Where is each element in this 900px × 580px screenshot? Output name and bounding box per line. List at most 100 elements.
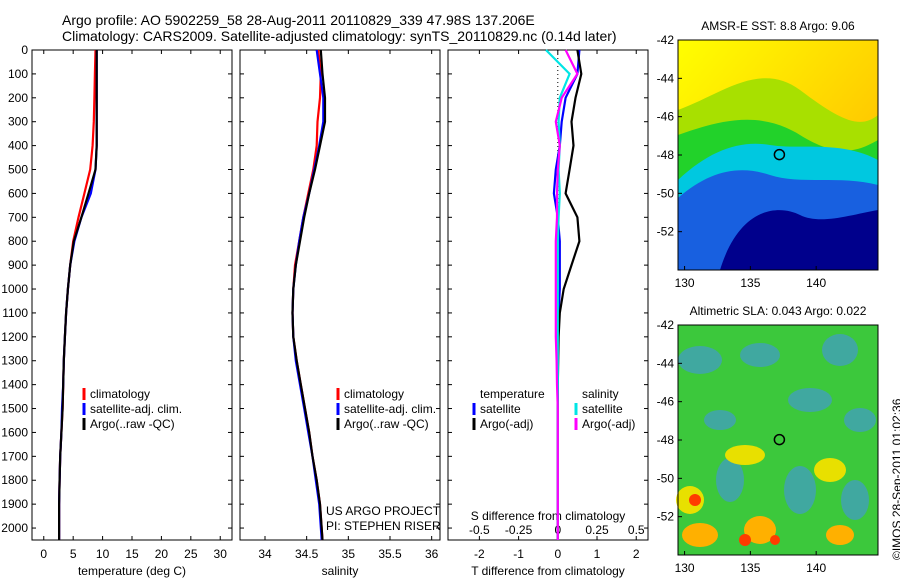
legend-label: Argo(..raw -QC) [90,417,175,431]
sla-map: Altimetric SLA: 0.043 Argo: 0.022 -42 -44 -… [657,304,879,575]
y-tick-label: 600 [8,186,28,200]
project-annotation: US ARGO PROJECT [326,504,441,518]
sla-anomaly-blob [744,516,776,544]
legend-label: satellite-adj. clim. [344,402,436,416]
y-tick-label: 800 [8,234,28,248]
y-tick-label: 1200 [1,330,28,344]
panel-frame [31,49,233,541]
sla-anomaly-blob [814,458,846,482]
legend-label: satellite-adj. clim. [90,402,182,416]
x-tick-label: 0 [554,547,561,561]
x-tick-label: 130 [675,276,695,290]
legend-title-temperature: temperature [480,387,545,401]
x-tick-label: 10 [96,547,110,561]
legend-title-salinity: salinity [582,387,619,401]
y-tick-label: -50 [657,186,675,200]
sla-anomaly-blob [770,535,780,545]
s-diff-axis-label: S difference from climatology [471,509,626,523]
x-tick-label: -2 [474,547,485,561]
sla-anomaly-blob [784,466,816,514]
y-tick-label: -44 [657,71,675,85]
s-diff-tick-label: -0.25 [505,523,533,537]
sla-map-title: Altimetric SLA: 0.043 Argo: 0.022 [690,304,867,318]
sla-anomaly-blob [841,480,869,520]
x-tick-label: 15 [125,547,139,561]
climatology-subtitle: Climatology: CARS2009. Satellite-adjuste… [62,28,617,44]
y-tick-label: 1500 [1,402,28,416]
x-tick-label: 135 [740,276,760,290]
x-tick-label: 25 [184,547,198,561]
profile-title: Argo profile: AO 5902259_58 28-Aug-2011 … [62,12,535,28]
x-tick-label: 140 [806,561,826,575]
x-tick-label: -1 [513,547,524,561]
s-diff-tick-label: 0.25 [585,523,609,537]
x-tick-label: 34.5 [295,547,319,561]
y-tick-label: 1800 [1,473,28,487]
x-tick-label: 35 [342,547,356,561]
y-tick-label: 1300 [1,354,28,368]
series-line-3 [554,49,579,540]
y-tick-label: -48 [657,148,675,162]
y-tick-label: -42 [657,33,675,47]
sst-map-title: AMSR-E SST: 8.8 Argo: 9.06 [701,19,855,33]
panel-frame [447,49,649,541]
y-tick-label: 400 [8,139,28,153]
x-tick-label: 5 [70,547,77,561]
series-line-2 [57,50,98,540]
x-tick-label: 0 [40,547,47,561]
y-tick-label: 1600 [1,425,28,439]
sla-anomaly-blob [822,334,858,366]
project-annotation: PI: STEPHEN RISER [326,519,441,533]
y-tick-label: -44 [657,356,675,370]
y-tick-label: -46 [657,395,675,409]
argo-location-marker [773,433,786,446]
x-tick-label: 34 [258,547,272,561]
y-tick-label: 200 [8,91,28,105]
panel-frame [239,49,441,541]
sla-anomaly-blob [788,388,832,412]
x-axis-label: T difference from climatology [471,564,625,578]
sst-map: AMSR-E SST: 8.8 Argo: 9.06 -42 -44 -46 -48 -5… [657,19,879,290]
s-diff-tick-label: 0.5 [628,523,645,537]
y-tick-label: 0 [21,43,28,57]
x-axis-label: temperature (deg C) [78,564,186,578]
y-tick-label: -42 [657,318,675,332]
y-tick-label: 300 [8,115,28,129]
y-tick-label: -48 [657,433,675,447]
x-tick-label: 36 [425,547,439,561]
x-tick-label: 135 [740,561,760,575]
x-tick-label: 130 [675,561,695,575]
legend-label: Argo(-adj) [480,417,533,431]
profile-panel-1: 34 34.5 35 35.5 36 salinity climatologysatelli… [239,49,441,578]
y-tick-label: 100 [8,67,28,81]
y-tick-label: 1400 [1,378,28,392]
s-diff-tick-label: -0.5 [469,523,490,537]
sst-field-darkblue [720,210,878,270]
series-line-2 [291,49,327,541]
legend-label: satellite [480,402,521,416]
y-tick-label: 700 [8,210,28,224]
x-tick-label: 30 [214,547,228,561]
sla-anomaly-blob [739,534,751,546]
x-tick-label: 2 [633,547,640,561]
y-tick-label: -50 [657,471,675,485]
profile-panel-0: 0100200300400500600700800900100011001200… [1,43,233,578]
legend-label: Argo(..raw -QC) [344,417,429,431]
legend-label: Argo(-adj) [582,417,635,431]
argo-location-marker [773,148,786,161]
x-tick-label: 1 [594,547,601,561]
x-tick-label: 20 [155,547,169,561]
y-tick-label: 1100 [2,306,28,320]
y-tick-label: 2000 [1,521,28,535]
legend-label: satellite [582,402,623,416]
sla-anomaly-blob [826,525,854,545]
sla-anomaly-blob [725,445,765,465]
profile-panel-2: -2 -1 0 1 2 T difference from climatology -0.5… [447,49,649,578]
y-tick-label: -52 [657,225,675,239]
sla-anomaly-blob [682,523,718,547]
sla-anomaly-blob [844,408,876,432]
y-tick-label: 900 [8,258,28,272]
y-tick-label: 1700 [1,449,28,463]
x-axis-label: salinity [322,564,359,578]
